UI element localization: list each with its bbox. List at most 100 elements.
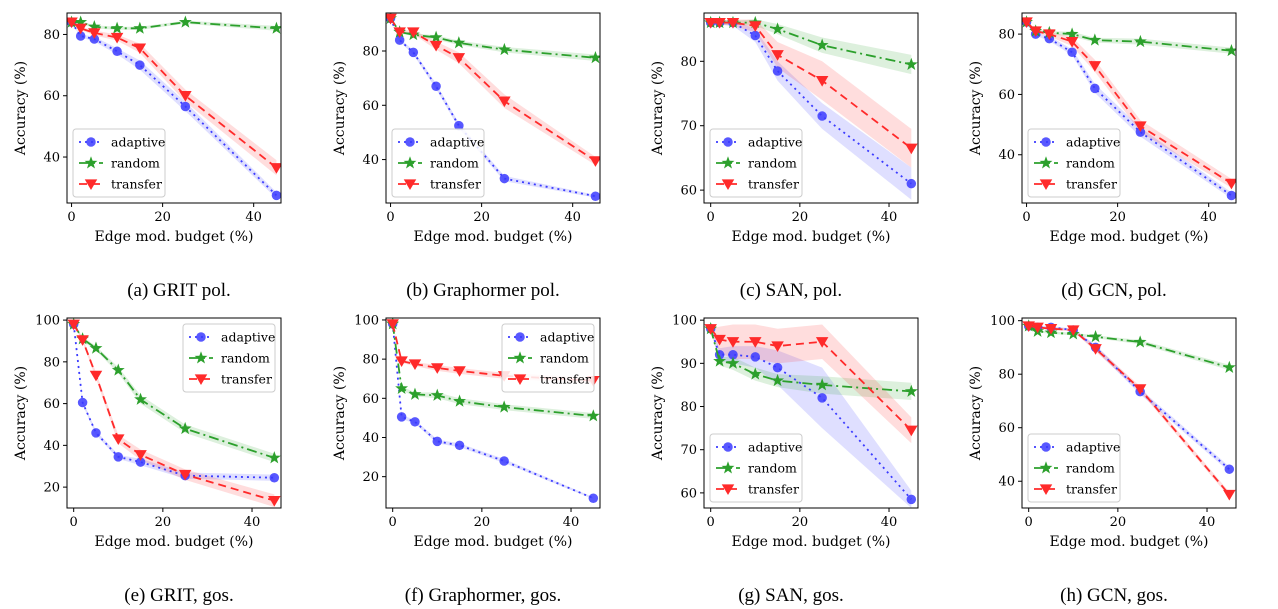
y-axis-label: Accuracy (%) — [332, 366, 348, 461]
x-tick-label: 0 — [389, 515, 397, 530]
plot-area — [386, 13, 600, 201]
data-point-random — [178, 421, 192, 435]
data-point-adaptive — [728, 349, 738, 360]
data-point-random — [133, 21, 147, 34]
data-point-transfer — [393, 27, 406, 38]
data-point-transfer — [67, 17, 78, 29]
y-tick-label: 40 — [998, 475, 1015, 490]
confidence-band-random — [710, 328, 912, 401]
y-tick-label: 80 — [362, 45, 379, 60]
x-tick-label: 20 — [474, 515, 491, 530]
x-tick-label: 20 — [154, 210, 171, 225]
data-point-random — [904, 384, 918, 397]
data-point-transfer — [749, 21, 762, 32]
legend-label-random: random — [540, 351, 589, 366]
chart-panel-2: 0 20 40 40 60 80 Edge mod. budget (%) Accuracy … — [332, 12, 601, 301]
data-point-transfer — [1067, 325, 1080, 336]
legend-label-adaptive: adaptive — [748, 135, 802, 150]
data-point-random — [1133, 34, 1147, 48]
x-axis-label: Edge mod. budget (%) — [732, 229, 891, 245]
subfigure-caption: (f) Graphormer, gos. — [405, 585, 561, 606]
data-point-adaptive — [906, 178, 917, 189]
x-tick-label: 20 — [792, 515, 809, 530]
data-point-transfer — [452, 53, 466, 64]
y-axis-label: Accuracy (%) — [650, 61, 666, 156]
data-point-transfer — [1031, 322, 1044, 334]
data-point-transfer — [1022, 321, 1035, 332]
data-point-random — [87, 20, 101, 33]
y-tick-label: 40 — [43, 439, 60, 454]
chart-panel-8: 0 20 40 40 60 80 100 Edge mod. budget (%) Accura… — [968, 314, 1237, 606]
data-point-transfer — [178, 469, 192, 481]
legend-marker-transfer — [721, 179, 735, 190]
y-tick-label: 80 — [680, 55, 697, 70]
legend: adaptive random transfer — [709, 128, 803, 198]
legend-label-adaptive: adaptive — [430, 135, 484, 150]
x-tick-label: 20 — [155, 515, 172, 530]
legend-label-random: random — [221, 351, 270, 366]
data-point-transfer — [1133, 384, 1147, 395]
confidence-band-transfer — [710, 324, 912, 444]
y-tick-label: 40 — [43, 151, 60, 166]
x-tick-label: 40 — [1199, 515, 1216, 530]
data-point-random — [586, 409, 600, 422]
legend-marker-random — [84, 156, 98, 169]
data-point-transfer — [112, 434, 125, 446]
data-point-transfer — [1044, 324, 1058, 335]
legend-label-adaptive: adaptive — [748, 440, 802, 455]
x-tick-label: 40 — [564, 210, 581, 225]
data-point-random — [74, 15, 88, 28]
legend-label-transfer: transfer — [111, 177, 162, 192]
plot-frame — [703, 317, 919, 509]
data-point-random — [89, 341, 103, 354]
y-axis-label: Accuracy (%) — [650, 366, 666, 461]
data-point-transfer — [498, 96, 511, 108]
data-point-adaptive — [135, 457, 146, 467]
x-tick-label: 40 — [1200, 210, 1217, 225]
plot-frame — [1021, 317, 1237, 509]
data-point-transfer — [407, 27, 420, 38]
data-point-transfer — [429, 40, 443, 52]
x-tick-label: 20 — [473, 210, 490, 225]
data-point-transfer — [905, 143, 918, 155]
y-axis-label: Accuracy (%) — [968, 366, 984, 461]
data-point-adaptive — [91, 428, 101, 438]
x-tick-label: 20 — [1110, 515, 1127, 530]
data-point-adaptive — [77, 397, 88, 408]
data-point-random — [110, 21, 124, 34]
confidence-band-adaptive — [710, 19, 912, 200]
legend-label-random: random — [1066, 156, 1115, 171]
legend-marker-transfer — [194, 374, 208, 385]
x-tick-label: 40 — [244, 515, 261, 530]
legend-marker-transfer — [84, 179, 98, 190]
legend-marker-adaptive — [723, 137, 733, 147]
y-tick-label: 70 — [680, 119, 697, 134]
chart-panel-1: 0 20 40 40 60 80 Edge mod. budget (%) Accuracy … — [13, 12, 282, 301]
data-point-adaptive — [1226, 190, 1236, 201]
legend-marker-transfer — [721, 484, 735, 495]
x-axis-label: Edge mod. budget (%) — [1050, 534, 1209, 550]
legend-marker-random — [513, 351, 527, 364]
legend-marker-random — [1039, 461, 1053, 474]
confidence-band-transfer — [1026, 22, 1232, 188]
y-tick-label: 60 — [998, 421, 1015, 436]
confidence-band-random — [1026, 22, 1232, 54]
legend-marker-random — [721, 156, 735, 169]
data-point-random — [429, 30, 443, 43]
confidence-band-adaptive — [710, 328, 912, 508]
legend: adaptive random transfer — [72, 128, 166, 198]
data-point-random — [178, 15, 192, 28]
legend: adaptive random transfer — [391, 128, 485, 198]
data-point-transfer — [713, 334, 726, 346]
data-point-transfer — [270, 163, 281, 174]
y-tick-label: 80 — [43, 355, 60, 370]
confidence-band-random — [392, 323, 594, 419]
data-point-adaptive — [1135, 127, 1146, 137]
x-tick-label: 0 — [1022, 210, 1030, 225]
data-point-transfer — [1029, 26, 1042, 38]
data-point-random — [815, 38, 829, 51]
legend-marker-adaptive — [515, 332, 525, 342]
legend: adaptive random transfer — [709, 433, 803, 503]
data-point-adaptive — [1067, 47, 1077, 57]
